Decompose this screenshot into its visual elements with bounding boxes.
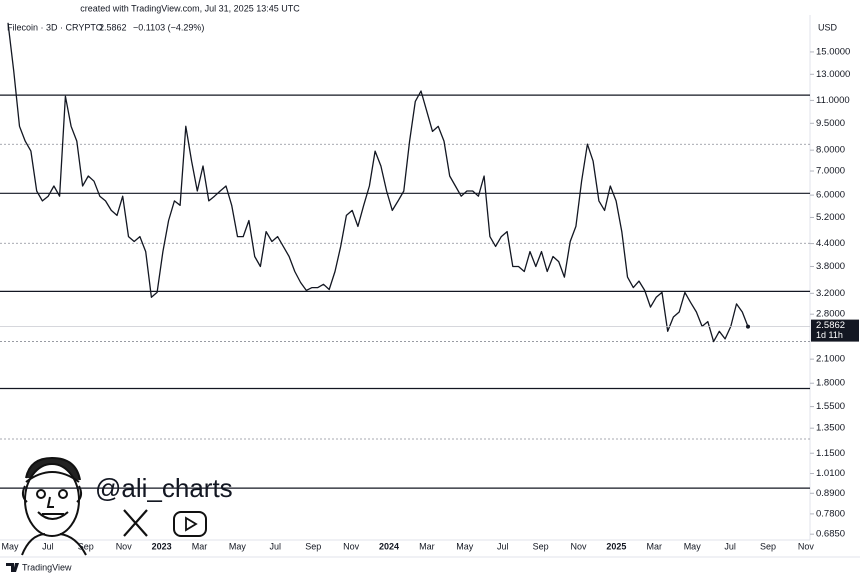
y-tick-label: 13.0000 (816, 69, 850, 80)
price-tag-countdown: 1d 11h (816, 330, 843, 340)
x-tick-label: Nov (116, 541, 133, 551)
y-tick-label: 3.8000 (816, 261, 845, 272)
x-tick-label: 2025 (606, 541, 626, 551)
x-tick-label: May (684, 541, 702, 551)
x-tick-label: Nov (798, 541, 815, 551)
last-point (746, 324, 750, 329)
x-tick-label: Jul (724, 541, 736, 551)
y-tick-label: 0.7800 (816, 508, 845, 519)
x-tick-label: Sep (760, 541, 776, 551)
x-tick-label: Nov (570, 541, 587, 551)
youtube-icon (173, 511, 207, 537)
y-tick-label: 15.0000 (816, 46, 850, 57)
x-tick-label: May (229, 541, 247, 551)
last-price: 2.5862 (99, 22, 127, 32)
y-tick-label: 3.2000 (816, 288, 845, 299)
y-tick-label: 1.8000 (816, 378, 845, 389)
y-tick-label: 1.0100 (816, 468, 845, 479)
x-tick-label: 2024 (379, 541, 399, 551)
avatar (21, 456, 87, 556)
y-tick-label: 9.5000 (816, 118, 845, 129)
created-note: created with TradingView.com, Jul 31, 20… (80, 3, 300, 13)
y-tick-label: 2.1000 (816, 354, 845, 365)
y-tick-label: 11.0000 (816, 95, 850, 106)
x-tick-label: 2023 (152, 541, 172, 551)
x-tick-label: May (1, 541, 19, 551)
y-tick-label: 0.6850 (816, 529, 845, 540)
y-tick-label: 2.8000 (816, 309, 845, 320)
y-tick-label: 1.5500 (816, 401, 845, 412)
price-tag-value: 2.5862 (816, 320, 845, 331)
price-change: −0.1103 (−4.29%) (133, 22, 204, 32)
y-tick-label: 0.8900 (816, 488, 845, 499)
y-tick-label: 1.3500 (816, 423, 845, 434)
x-tick-label: Sep (533, 541, 549, 551)
price-line (7, 22, 749, 343)
currency: USD (818, 22, 838, 32)
x-tick-label: Jul (42, 541, 54, 551)
x-tick-label: Mar (647, 541, 663, 551)
x-tick-label: May (456, 541, 474, 551)
y-tick-label: 5.2000 (816, 212, 845, 223)
x-tick-label: Sep (305, 541, 321, 551)
footer-brand: TradingView (22, 562, 72, 572)
x-tick-label: Jul (497, 541, 509, 551)
y-tick-label: 4.4000 (816, 238, 845, 249)
x-tick-label: Sep (78, 541, 94, 551)
y-tick-label: 7.0000 (816, 166, 845, 177)
x-tick-label: Nov (343, 541, 360, 551)
x-tick-label: Mar (192, 541, 208, 551)
y-tick-label: 6.0000 (816, 190, 845, 201)
x-tick-label: Jul (270, 541, 282, 551)
y-tick-label: 1.1500 (816, 448, 845, 459)
x-tick-label: Mar (419, 541, 435, 551)
symbol-title: Filecoin · 3D · CRYPTO (7, 22, 103, 32)
price-tag (811, 319, 859, 342)
x-icon (123, 509, 148, 537)
footer-logo (6, 563, 19, 572)
y-tick-label: 8.0000 (816, 145, 845, 156)
